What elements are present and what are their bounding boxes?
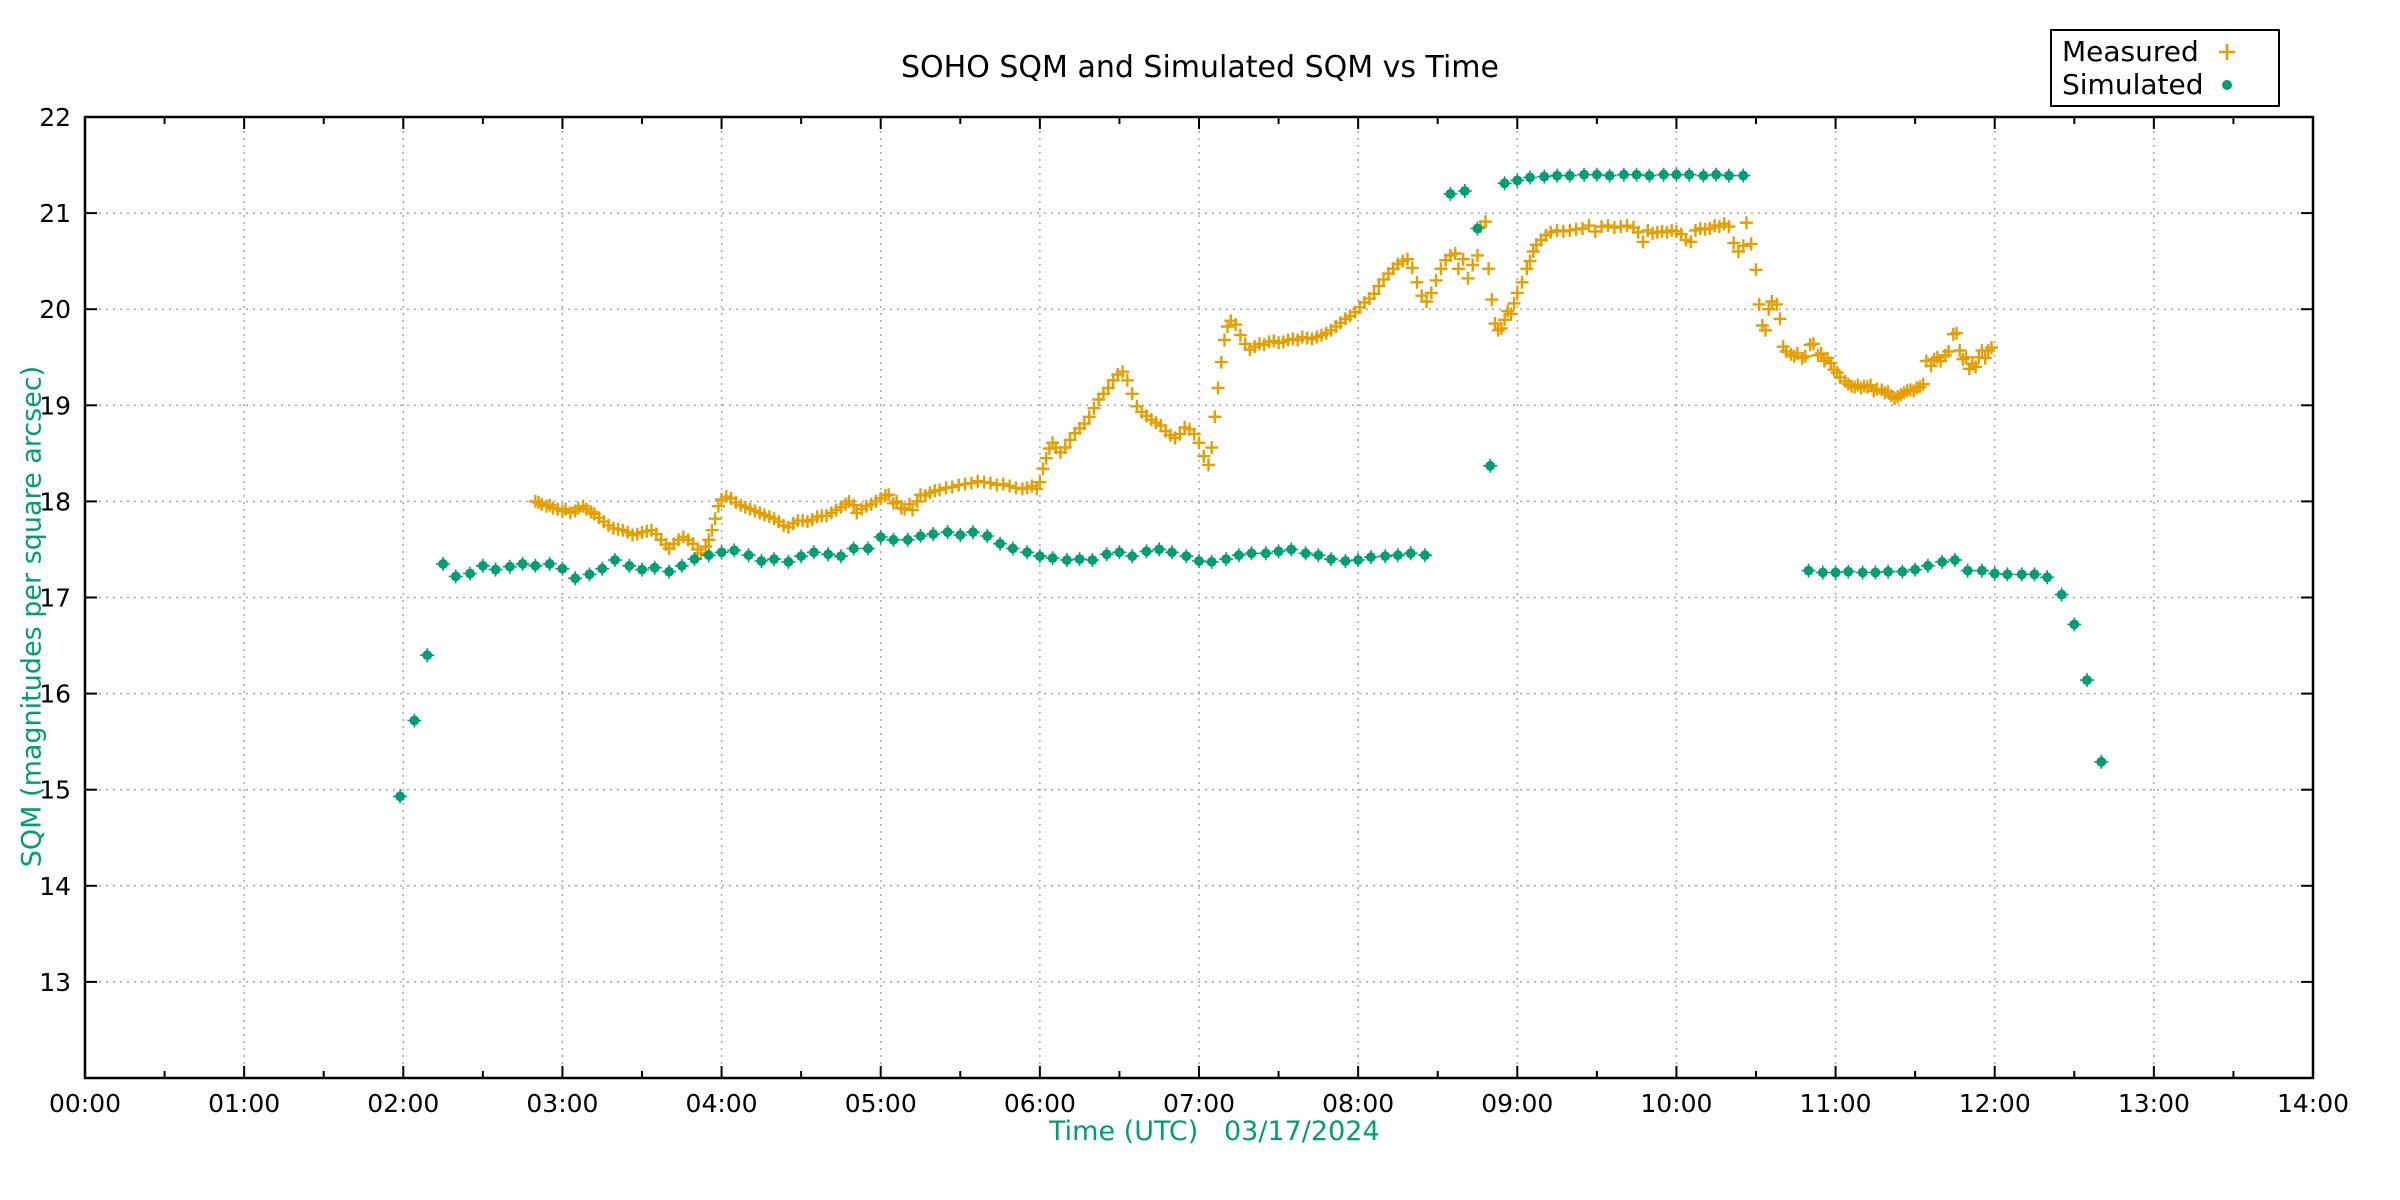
y-axis-label: SQM (magnitudes per square arcsec) xyxy=(16,365,48,868)
svg-text:19: 19 xyxy=(39,391,71,420)
measured-plus-icon xyxy=(2219,43,2235,60)
x-axis-label: Time (UTC) 03/17/2024 xyxy=(1049,1116,1380,1147)
legend-item-simulated: Simulated xyxy=(2052,69,2278,100)
y-tick-labels: 13 14 15 16 17 18 19 20 21 22 xyxy=(39,103,71,997)
svg-text:22: 22 xyxy=(39,103,71,132)
svg-text:00:00: 00:00 xyxy=(49,1089,121,1118)
svg-text:18: 18 xyxy=(39,487,71,516)
svg-text:20: 20 xyxy=(39,295,71,324)
series-measured xyxy=(528,215,1998,560)
svg-text:16: 16 xyxy=(39,680,71,709)
svg-text:07:00: 07:00 xyxy=(1163,1089,1235,1118)
simulated-dot-icon xyxy=(2222,79,2232,90)
svg-text:12:00: 12:00 xyxy=(1959,1089,2031,1118)
svg-text:11:00: 11:00 xyxy=(1800,1089,1872,1118)
plot-title: SOHO SQM and Simulated SQM vs Time xyxy=(901,50,1499,85)
svg-text:05:00: 05:00 xyxy=(845,1089,917,1118)
series-simulated xyxy=(393,167,2109,804)
svg-text:08:00: 08:00 xyxy=(1322,1089,1394,1118)
svg-text:14: 14 xyxy=(39,872,71,901)
svg-text:01:00: 01:00 xyxy=(208,1089,280,1118)
svg-text:14:00: 14:00 xyxy=(2277,1089,2349,1118)
svg-text:02:00: 02:00 xyxy=(367,1089,439,1118)
svg-text:06:00: 06:00 xyxy=(1004,1089,1076,1118)
svg-text:17: 17 xyxy=(39,584,71,613)
x-tick-labels: 00:00 01:00 02:00 03:00 04:00 05:00 06:00 07:00… xyxy=(49,1089,2349,1118)
svg-text:10:00: 10:00 xyxy=(1640,1089,1712,1118)
svg-text:15: 15 xyxy=(39,776,71,805)
legend-box: Measured Simulated xyxy=(2050,29,2280,107)
axes xyxy=(83,115,2315,1080)
svg-text:13:00: 13:00 xyxy=(2118,1089,2190,1118)
legend-item-measured: Measured xyxy=(2052,36,2278,67)
svg-text:21: 21 xyxy=(39,199,71,228)
svg-text:13: 13 xyxy=(39,968,71,997)
svg-text:09:00: 09:00 xyxy=(1481,1089,1553,1118)
legend-label-simulated: Simulated xyxy=(2062,67,2204,101)
svg-text:04:00: 04:00 xyxy=(686,1089,758,1118)
grid-lines xyxy=(85,117,2313,1078)
svg-text:03:00: 03:00 xyxy=(526,1089,598,1118)
legend-label-measured: Measured xyxy=(2062,34,2199,68)
